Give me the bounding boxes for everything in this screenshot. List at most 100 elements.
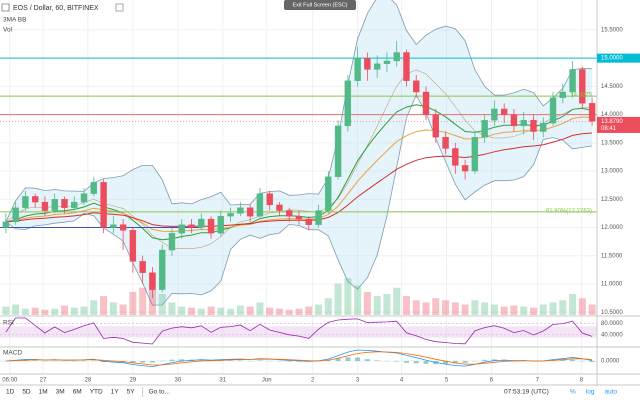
range-button[interactable]: 1M — [39, 389, 48, 396]
x-tick-label: 27 — [40, 378, 47, 384]
candle-body — [305, 218, 312, 225]
candle-body — [500, 108, 508, 115]
x-tick-label: 06:00 — [2, 378, 18, 384]
candle-body — [168, 232, 176, 251]
macd-histogram — [149, 361, 155, 363]
level-price-label: 15.0000 — [601, 56, 623, 62]
y-tick-label: 10.5000 — [601, 310, 623, 316]
y-tick-label: 15.5000 — [601, 27, 623, 33]
range-button[interactable]: 1Y — [111, 389, 120, 396]
range-button[interactable]: 3M — [56, 389, 65, 396]
macd-histogram — [403, 361, 409, 363]
range-button[interactable]: 1D — [6, 389, 15, 396]
y-tick-label: 12.0000 — [601, 225, 623, 231]
volume-bar — [100, 296, 108, 315]
macd-line — [5, 349, 593, 368]
volume-bar — [188, 307, 196, 315]
rsi-tick-label: 80.0000 — [601, 321, 623, 327]
macd-title: MACD — [3, 350, 22, 357]
macd-histogram — [257, 360, 263, 361]
volume-bar — [305, 306, 313, 315]
candle-body — [530, 120, 537, 132]
volume-bar — [275, 308, 283, 315]
range-button[interactable]: 5Y — [127, 389, 136, 396]
x-tick-label: 2 — [311, 378, 315, 384]
macd-histogram — [169, 359, 175, 361]
candle-body — [217, 216, 225, 234]
indicator-label: 3MA BB — [3, 17, 26, 24]
macd-histogram — [443, 361, 449, 364]
volume-bar — [539, 304, 547, 315]
countdown-label: 08:41 — [601, 126, 617, 132]
volume-bar — [578, 298, 586, 315]
volume-bar — [520, 306, 528, 315]
volume-bar — [461, 304, 469, 315]
range-button[interactable]: YTD — [90, 389, 103, 396]
candle-body — [41, 201, 49, 211]
volume-bar — [432, 298, 440, 315]
candle-body — [110, 224, 117, 228]
volume-bar — [158, 294, 166, 315]
candle-body — [2, 221, 10, 228]
candle-body — [158, 249, 166, 290]
candle-body — [119, 224, 127, 231]
candle-body — [569, 69, 576, 93]
range-button[interactable]: 6M — [73, 389, 82, 396]
volume-bar — [119, 304, 127, 315]
macd-histogram — [345, 357, 351, 361]
level-price-tag — [597, 53, 640, 63]
x-tick-label: 4 — [400, 378, 404, 384]
scale-option[interactable]: auto — [604, 389, 617, 396]
volume-bar — [451, 302, 459, 315]
volume-bar — [139, 287, 147, 315]
volume-bar — [481, 302, 489, 315]
level-label: 14.3275 — [570, 93, 592, 99]
candle-body — [403, 52, 410, 81]
candle-body — [129, 230, 137, 262]
volume-bar — [295, 308, 303, 315]
macd-histogram — [179, 359, 185, 361]
volume-bar — [168, 302, 176, 315]
volume-bar — [217, 307, 225, 315]
candle-body — [491, 108, 498, 121]
rsi-tick-label: 40.0000 — [601, 332, 623, 338]
volume-bar — [393, 287, 401, 315]
x-tick-label: 30 — [174, 378, 181, 384]
volume-bar — [363, 291, 371, 315]
candle-body — [100, 182, 107, 228]
settings-icon[interactable] — [115, 3, 124, 12]
marks-layer — [2, 41, 596, 315]
candle-body — [559, 91, 567, 98]
scale-option[interactable]: log — [586, 389, 595, 396]
volume-bar — [80, 306, 88, 315]
candle-body — [413, 80, 420, 93]
candle-body — [198, 218, 205, 228]
range-button[interactable]: 5D — [22, 389, 31, 396]
symbol-icon[interactable] — [1, 3, 10, 12]
volume-bar — [510, 305, 518, 315]
macd-histogram — [364, 359, 370, 361]
volume-bar — [334, 283, 342, 315]
volume-bar — [324, 298, 332, 315]
macd-histogram — [237, 360, 243, 361]
candle-body — [188, 224, 195, 228]
y-tick-label: 14.5000 — [601, 84, 623, 90]
volume-bar — [402, 296, 410, 315]
macd-histogram — [355, 357, 361, 361]
macd-histogram — [452, 361, 458, 364]
volume-bar — [588, 304, 596, 315]
candle-body — [295, 216, 303, 220]
scale-option[interactable]: % — [570, 389, 576, 396]
macd-histogram — [560, 360, 566, 361]
candle-body — [393, 52, 400, 62]
volume-bar — [51, 308, 59, 315]
goto-button[interactable]: Go to... — [149, 389, 171, 396]
volume-bar — [31, 307, 39, 315]
candle-body — [364, 57, 371, 70]
volume-bar — [442, 300, 450, 315]
candle-body — [139, 261, 146, 273]
y-tick-label: 14.0000 — [601, 112, 623, 118]
rsi-title: RSI — [3, 320, 14, 327]
candle-body — [22, 196, 29, 208]
macd-histogram — [413, 361, 419, 364]
